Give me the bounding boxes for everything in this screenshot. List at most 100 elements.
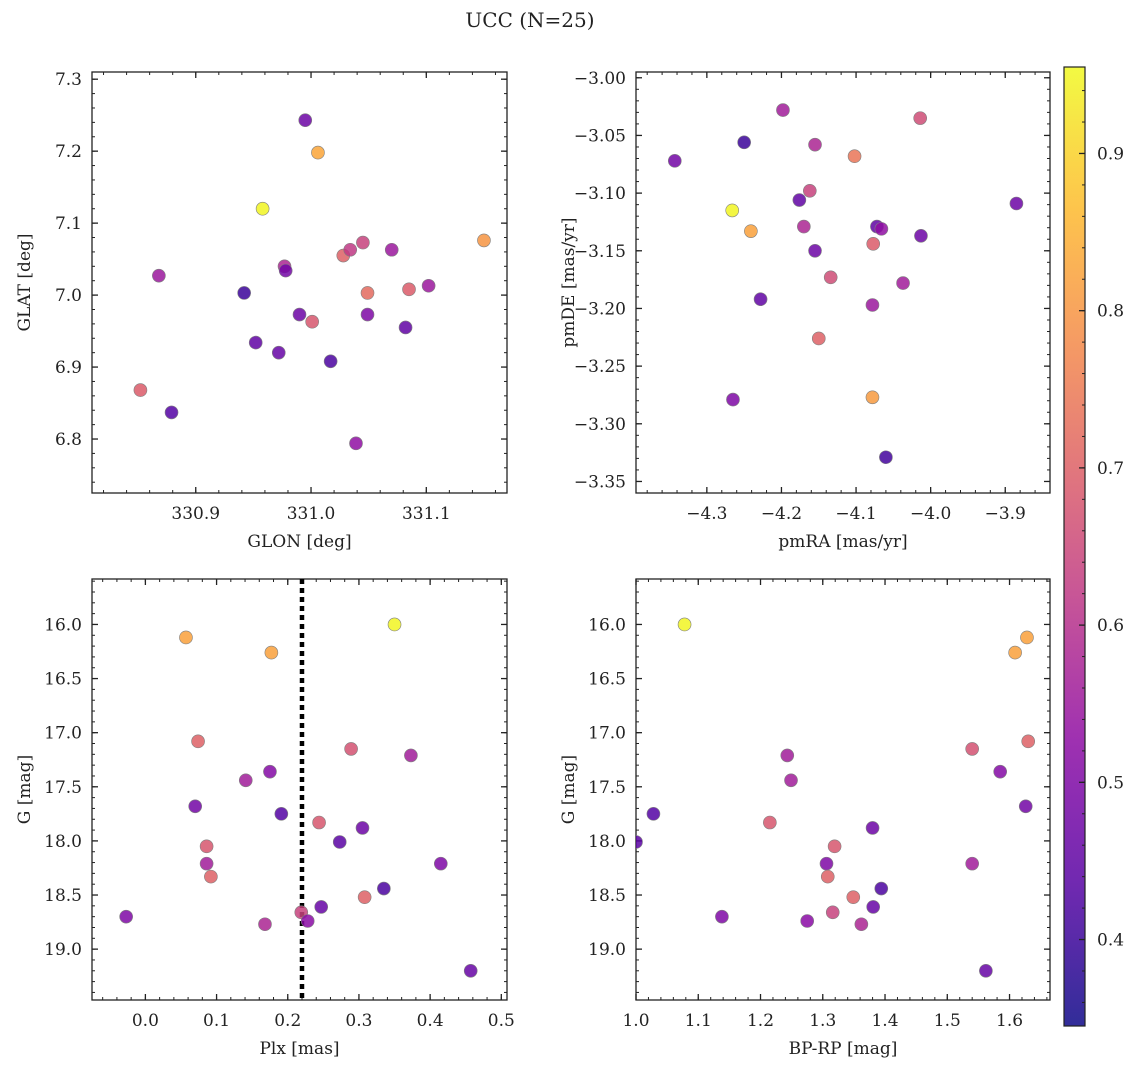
data-point bbox=[360, 307, 375, 322]
y-axis-label: G [mag] bbox=[15, 755, 35, 824]
data-point bbox=[808, 137, 822, 152]
data-point bbox=[311, 145, 325, 160]
data-point bbox=[199, 839, 214, 854]
data-points bbox=[133, 113, 491, 451]
data-point bbox=[360, 286, 375, 300]
data-point bbox=[763, 815, 777, 830]
data-point bbox=[433, 856, 448, 871]
data-point bbox=[866, 237, 881, 251]
data-point bbox=[667, 154, 682, 168]
y-tick-label: −3.00 bbox=[574, 69, 626, 89]
data-point bbox=[792, 193, 807, 207]
data-point bbox=[854, 917, 869, 932]
data-point bbox=[323, 354, 338, 369]
data-point bbox=[808, 243, 822, 258]
y-tick-label: 16.5 bbox=[588, 670, 626, 690]
y-tick-label: 18.0 bbox=[44, 832, 82, 852]
data-point bbox=[846, 890, 861, 904]
y-tick-label: 17.0 bbox=[588, 724, 626, 744]
data-point bbox=[753, 292, 768, 307]
data-point bbox=[377, 881, 391, 896]
y-tick-label: 17.5 bbox=[588, 778, 626, 798]
colorbar-tick-label: 0.4 bbox=[1097, 931, 1124, 951]
x-tick-label: 1.0 bbox=[622, 1011, 649, 1031]
x-tick-label: 0.3 bbox=[345, 1011, 372, 1031]
data-point bbox=[292, 307, 307, 322]
x-axis-label: BP-RP [mag] bbox=[789, 1039, 898, 1059]
data-point bbox=[264, 645, 279, 660]
colorbar-tick-label: 0.7 bbox=[1097, 459, 1124, 479]
data-point bbox=[119, 909, 133, 924]
y-axis-label: G [mag] bbox=[559, 755, 579, 824]
data-point bbox=[715, 909, 729, 924]
data-point bbox=[402, 282, 416, 297]
data-point bbox=[355, 821, 370, 835]
data-point bbox=[344, 742, 358, 756]
data-point bbox=[188, 799, 203, 814]
y-tick-label: −3.30 bbox=[574, 415, 626, 435]
data-point bbox=[305, 314, 319, 329]
x-tick-label: 1.4 bbox=[871, 1011, 898, 1031]
y-axis-label: GLAT [deg] bbox=[15, 233, 35, 331]
colorbar-tick-label: 0.5 bbox=[1097, 773, 1124, 793]
data-point bbox=[879, 450, 893, 465]
data-point bbox=[677, 617, 692, 632]
axes-frame bbox=[91, 71, 508, 494]
y-tick-label: 19.0 bbox=[588, 940, 626, 960]
data-point bbox=[191, 734, 205, 749]
data-point bbox=[800, 914, 815, 928]
data-point bbox=[823, 270, 838, 285]
y-tick-label: 16.5 bbox=[44, 670, 82, 690]
data-point bbox=[744, 224, 758, 238]
data-point bbox=[1021, 734, 1036, 749]
data-point bbox=[133, 383, 148, 397]
data-point bbox=[825, 905, 840, 920]
y-tick-label: −3.25 bbox=[574, 357, 626, 377]
data-point bbox=[820, 869, 835, 884]
data-point bbox=[300, 914, 315, 928]
x-axis-label: GLON [deg] bbox=[247, 532, 351, 552]
y-tick-label: 6.8 bbox=[55, 430, 82, 450]
data-point bbox=[896, 276, 910, 290]
data-point bbox=[263, 764, 277, 779]
ticks bbox=[92, 72, 507, 493]
data-point bbox=[421, 278, 436, 293]
x-axis-label: Plx [mas] bbox=[259, 1039, 339, 1059]
data-point bbox=[913, 111, 928, 125]
x-tick-label: 1.6 bbox=[996, 1011, 1023, 1031]
y-tick-label: −3.10 bbox=[574, 184, 626, 204]
data-point bbox=[398, 320, 413, 335]
data-point bbox=[811, 331, 826, 346]
y-tick-label: 18.5 bbox=[44, 886, 82, 906]
data-point bbox=[865, 821, 880, 835]
data-point bbox=[965, 742, 979, 756]
data-point bbox=[646, 807, 661, 821]
data-point bbox=[1008, 645, 1022, 660]
y-tick-label: 17.0 bbox=[44, 724, 82, 744]
data-point bbox=[979, 963, 993, 978]
axes-frame bbox=[635, 578, 1051, 1001]
data-point bbox=[271, 345, 286, 360]
x-axis-label: pmRA [mas/yr] bbox=[778, 532, 907, 552]
ticks bbox=[636, 72, 1051, 494]
data-point bbox=[725, 203, 740, 218]
data-points bbox=[119, 617, 478, 978]
data-point bbox=[387, 617, 402, 632]
y-tick-label: 18.5 bbox=[588, 886, 626, 906]
data-point bbox=[298, 113, 313, 128]
x-tick-label: 0.4 bbox=[417, 1011, 444, 1031]
scatter-panel-4: 1.0 1.1 1.2 1.3 1.4 1.5 1.6 16.0 16.5 17.0 17.5 18.… bbox=[559, 578, 1051, 1059]
colorbar-gradient bbox=[1063, 66, 1086, 1027]
y-tick-label: 16.0 bbox=[44, 615, 82, 635]
y-tick-label: 19.0 bbox=[44, 940, 82, 960]
x-tick-label: 0.5 bbox=[488, 1011, 515, 1031]
data-point bbox=[237, 286, 251, 300]
y-tick-label: 7.2 bbox=[55, 142, 82, 162]
y-tick-label: 7.3 bbox=[55, 70, 82, 90]
data-point bbox=[278, 263, 293, 278]
data-point bbox=[847, 149, 862, 163]
data-point bbox=[356, 235, 370, 250]
y-tick-label: 17.5 bbox=[44, 778, 82, 798]
